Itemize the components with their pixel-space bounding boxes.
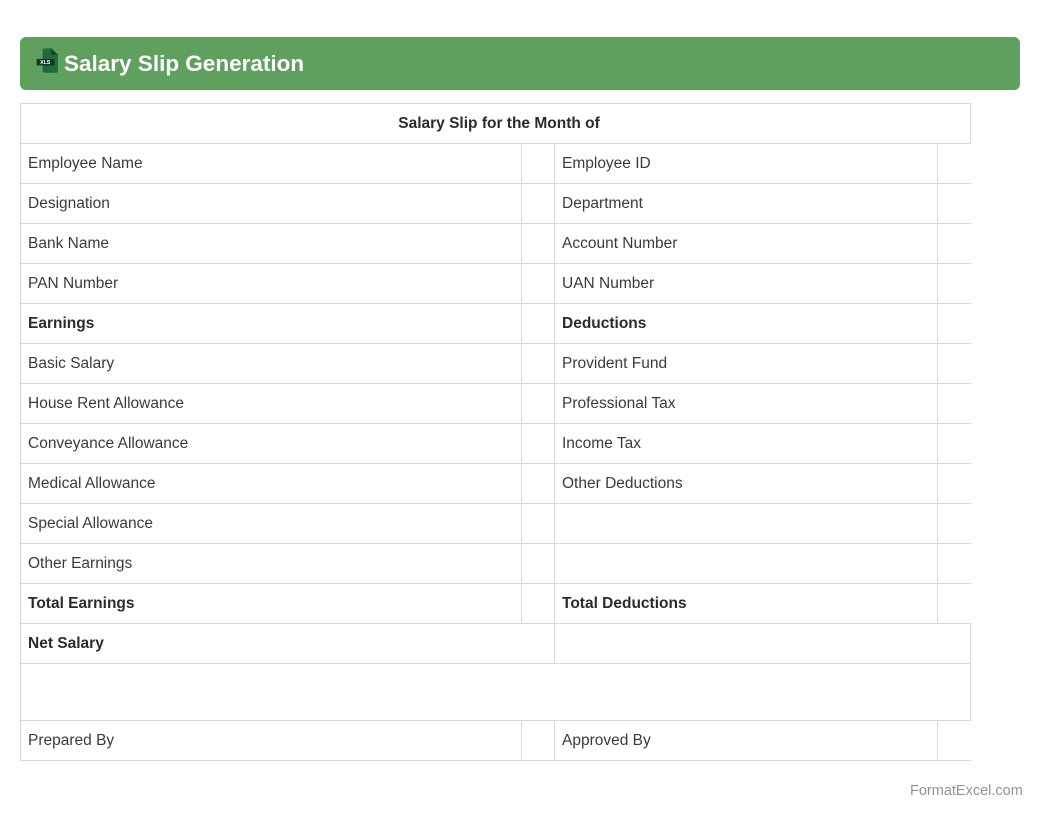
svg-text:XLS: XLS bbox=[40, 60, 51, 66]
